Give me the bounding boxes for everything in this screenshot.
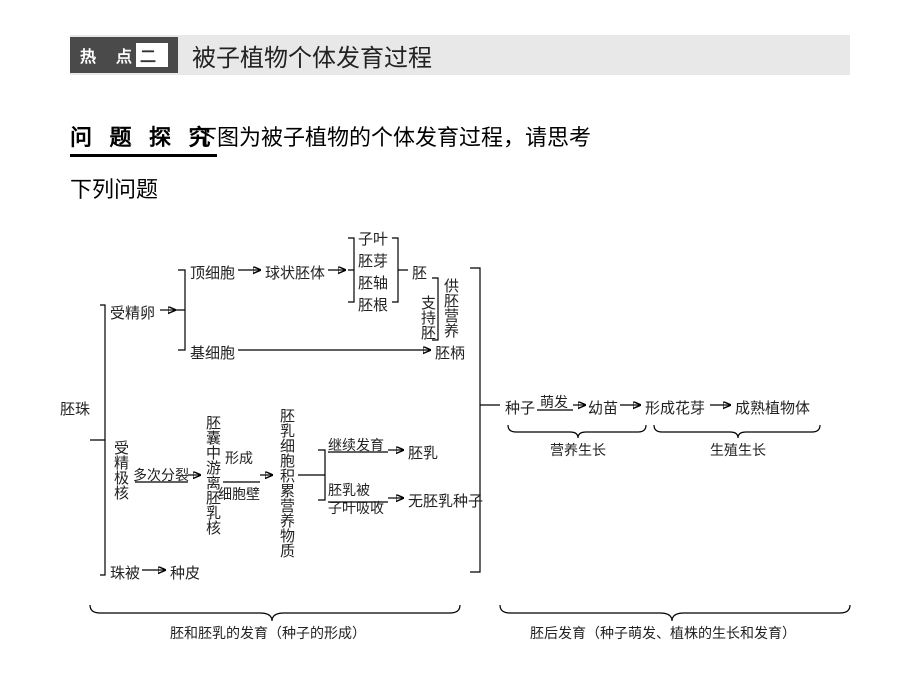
node-jixibao: 基细胞 — [190, 342, 235, 363]
caption-right: 胚后发育（种子萌发、植株的生长和发育） — [530, 623, 796, 643]
node-mengfa: 萌发 — [540, 392, 568, 412]
node-gongpeiyingyang: 供胚营养 — [440, 278, 461, 338]
node-dingxibao: 顶细胞 — [190, 262, 235, 283]
header-title: 被子植物个体发育过程 — [192, 38, 432, 73]
badge-text: 热 点 — [80, 43, 140, 67]
intro-line-2: 下列问题 — [70, 172, 158, 204]
intro-line-1: 下图为被子植物的个体发育过程，请思考 — [195, 120, 591, 152]
node-youmiao: 幼苗 — [588, 397, 618, 418]
node-jixufayu: 继续发育 — [328, 435, 384, 455]
node-zhongzi: 种子 — [505, 397, 535, 418]
node-peizhu: 胚珠 — [60, 398, 90, 419]
node-shoujingluan: 受精卵 — [110, 302, 155, 323]
node-peirubei-1: 胚乳被 — [328, 480, 370, 500]
node-peiya: 胚芽 — [358, 250, 388, 271]
node-zhichipei: 支持胚 — [417, 295, 438, 340]
node-zhubei: 珠被 — [110, 562, 140, 583]
node-ziye: 子叶 — [358, 228, 388, 249]
node-xinghuaya: 形成花芽 — [645, 397, 705, 418]
node-chengshuzhiwu: 成熟植物体 — [735, 397, 810, 418]
diagram-container: 胚珠 受精卵 顶细胞 基细胞 球状胚体 子叶 胚芽 胚轴 胚根 胚 胚柄 支持胚… — [60, 210, 860, 640]
badge-number: 二 — [136, 43, 168, 67]
node-shengzhi: 生殖生长 — [710, 440, 766, 460]
node-peibing: 胚柄 — [435, 342, 465, 363]
caption-left: 胚和胚乳的发育（种子的形成） — [170, 623, 366, 643]
node-duocifenlie: 多次分裂 — [133, 465, 189, 485]
node-yingyang: 营养生长 — [550, 440, 606, 460]
hotspot-badge: 热 点 二 — [70, 37, 178, 73]
node-xibaobi: 细胞壁 — [218, 484, 260, 504]
header-bar: 热 点 二 被子植物个体发育过程 — [70, 35, 850, 75]
node-peigen: 胚根 — [358, 294, 388, 315]
node-wupeiru: 无胚乳种子 — [408, 490, 483, 511]
node-zhongpi: 种皮 — [170, 562, 200, 583]
node-shoujingjihe: 受精极核 — [110, 440, 131, 500]
node-peiru: 胚乳 — [408, 442, 438, 463]
node-peinangzhong: 胚囊中游离胚乳核 — [202, 415, 223, 535]
node-qiuzhuangpeiti: 球状胚体 — [265, 262, 325, 283]
node-peirubei-2: 子叶吸收 — [328, 498, 384, 518]
node-peizhou: 胚轴 — [358, 272, 388, 293]
node-pei: 胚 — [412, 262, 427, 283]
node-xingcheng: 形成 — [225, 448, 253, 468]
node-peiruxibao: 胚乳细胞积累营养物质 — [276, 408, 297, 558]
